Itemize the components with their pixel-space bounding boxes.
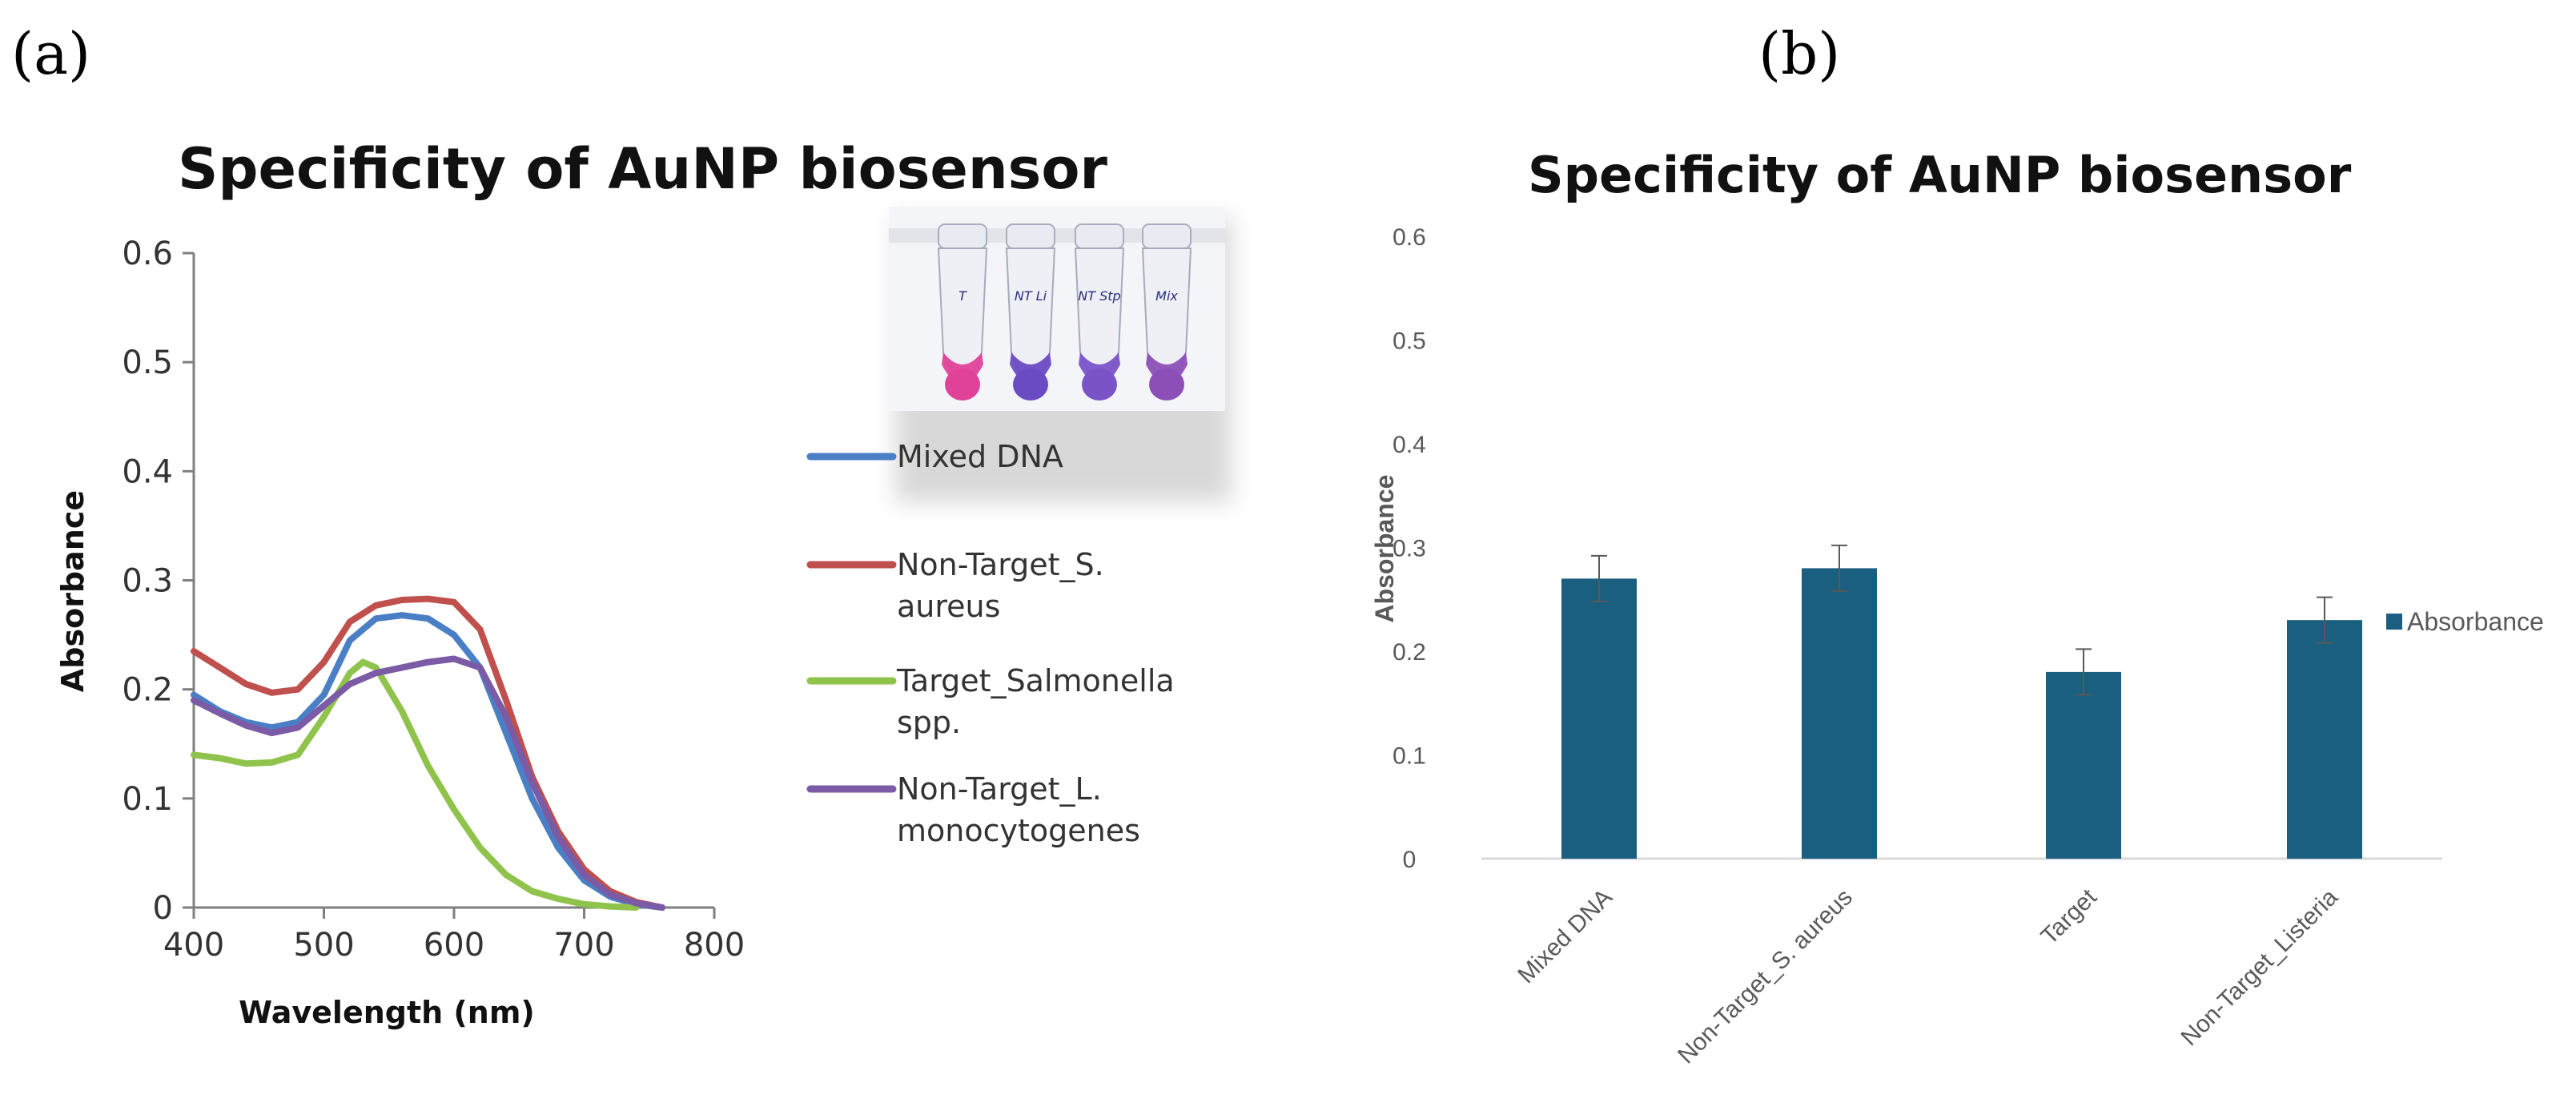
chart-b-legend: Absorbance bbox=[2386, 607, 2544, 636]
chart-a-y-tick-label: 0.6 bbox=[122, 235, 173, 272]
tube-solution bbox=[1082, 368, 1117, 401]
chart-a-legend: Mixed DNA Non-Target_S. aureus Target_Salmo… bbox=[806, 439, 1175, 848]
bar-mixed-dna bbox=[1561, 578, 1637, 859]
legend-entry: Absorbance bbox=[2386, 607, 2544, 636]
chart-a-y-tick-label: 0.3 bbox=[122, 563, 173, 600]
panel-label-a: (a) bbox=[11, 20, 90, 87]
bar-non-target-s-aureus bbox=[1802, 568, 1877, 859]
tube-4: Mix bbox=[1141, 223, 1192, 401]
chart-b-y-axis-title: Absorbance bbox=[1370, 475, 1399, 623]
chart-a-y-tick-label: 0.4 bbox=[122, 453, 173, 490]
chart-b-x-tick-label: Non-Target_S. aureus bbox=[1673, 884, 1858, 1069]
legend-label: Target_Salmonella spp. bbox=[896, 663, 1175, 740]
chart-b-y-tick-label: 0.4 bbox=[1392, 432, 1426, 458]
chart-a-title: Specificity of AuNP biosensor bbox=[178, 136, 1107, 202]
chart-a-y-tick-label: 0.5 bbox=[122, 344, 173, 381]
chart-a-x-tick-label: 600 bbox=[424, 927, 484, 964]
tube-label: T bbox=[958, 288, 967, 304]
chart-b-title: Specificity of AuNP biosensor bbox=[1528, 146, 2352, 204]
chart-a-tick-labels: 0 0.1 0.2 0.3 0.4 0.5 0.6 400 500 600 700 800 bbox=[122, 235, 745, 964]
chart-a-axes bbox=[183, 252, 716, 919]
legend-label: Non-Target_S. aureus bbox=[897, 547, 1104, 624]
series-line-mixed-dna bbox=[191, 612, 665, 911]
legend-swatch bbox=[2386, 614, 2402, 630]
tube-2: NT Li bbox=[1005, 223, 1056, 401]
chart-b-y-tick-label: 0.6 bbox=[1392, 224, 1426, 251]
error-bar bbox=[2317, 596, 2333, 644]
chart-b-y-tick-label: 0 bbox=[1403, 847, 1417, 873]
bar-non-target-listeria bbox=[2287, 620, 2362, 859]
series-line-target-salmonella-spp- bbox=[191, 658, 640, 911]
legend-label: Mixed DNA bbox=[897, 439, 1063, 474]
legend-entry-3: Target_Salmonella spp. bbox=[806, 663, 1175, 740]
legend-entry-1: Mixed DNA bbox=[806, 439, 1063, 474]
chart-b-x-tick-label: Mixed DNA bbox=[1513, 884, 1618, 989]
tube-label: Mix bbox=[1155, 288, 1178, 304]
tube-solution bbox=[945, 368, 980, 401]
legend-label: Absorbance bbox=[2407, 607, 2544, 636]
chart-a-y-tick-label: 0.2 bbox=[122, 672, 173, 709]
line-chart: Specificity of AuNP biosensor 0 0.1 0.2 0.3… bbox=[55, 136, 1232, 1030]
chart-a-x-tick-label: 800 bbox=[684, 927, 745, 964]
chart-a-x-tick-label: 700 bbox=[553, 927, 614, 964]
error-bar bbox=[2076, 648, 2092, 696]
series-line-non-target-s-aureus bbox=[191, 595, 665, 911]
chart-b-y-tick-label: 0.3 bbox=[1392, 536, 1426, 562]
legend-entry-4: Non-Target_L. monocytogenes bbox=[806, 771, 1140, 848]
tube-1: T bbox=[937, 223, 988, 401]
error-bar bbox=[1831, 544, 1847, 592]
chart-a-x-tick-label: 400 bbox=[163, 927, 224, 964]
tube-label: NT Stp bbox=[1078, 288, 1120, 304]
error-bar bbox=[1591, 554, 1607, 602]
chart-b-y-tick-label: 0.1 bbox=[1392, 743, 1426, 770]
chart-b-y-tick-label: 0.2 bbox=[1392, 639, 1426, 666]
chart-a-y-tick-label: 0 bbox=[153, 890, 173, 927]
bar-chart: Specificity of AuNP biosensor 0 0.1 0.2 0.3… bbox=[1370, 146, 2544, 1069]
chart-a-x-axis-title: Wavelength (nm) bbox=[239, 995, 535, 1030]
legend-label: Non-Target_L. monocytogenes bbox=[897, 771, 1140, 848]
tube-solution bbox=[1013, 368, 1048, 401]
tube-3: NT Stp bbox=[1074, 223, 1125, 401]
chart-b-y-tick-label: 0.5 bbox=[1392, 328, 1426, 355]
series-line-non-target-l-monocytogenes bbox=[191, 655, 665, 911]
bar-target bbox=[2046, 671, 2121, 859]
legend-entry-2: Non-Target_S. aureus bbox=[806, 547, 1104, 624]
tube-label: NT Li bbox=[1015, 288, 1047, 304]
chart-b-bars bbox=[1561, 544, 2362, 859]
chart-b-x-tick-label: Non-Target_Listeria bbox=[2176, 884, 2343, 1051]
chart-a-series bbox=[191, 595, 665, 911]
panel-label-b: (b) bbox=[1758, 20, 1840, 87]
chart-b-x-tick-label: Target bbox=[2036, 884, 2103, 950]
tube-solution bbox=[1149, 368, 1184, 401]
chart-a-y-tick-label: 0.1 bbox=[122, 781, 173, 818]
chart-a-y-axis-title: Absorbance bbox=[55, 490, 90, 692]
chart-a-x-tick-label: 500 bbox=[293, 927, 354, 964]
tube-photo: T NT Li NT Stp Mix bbox=[889, 207, 1232, 502]
